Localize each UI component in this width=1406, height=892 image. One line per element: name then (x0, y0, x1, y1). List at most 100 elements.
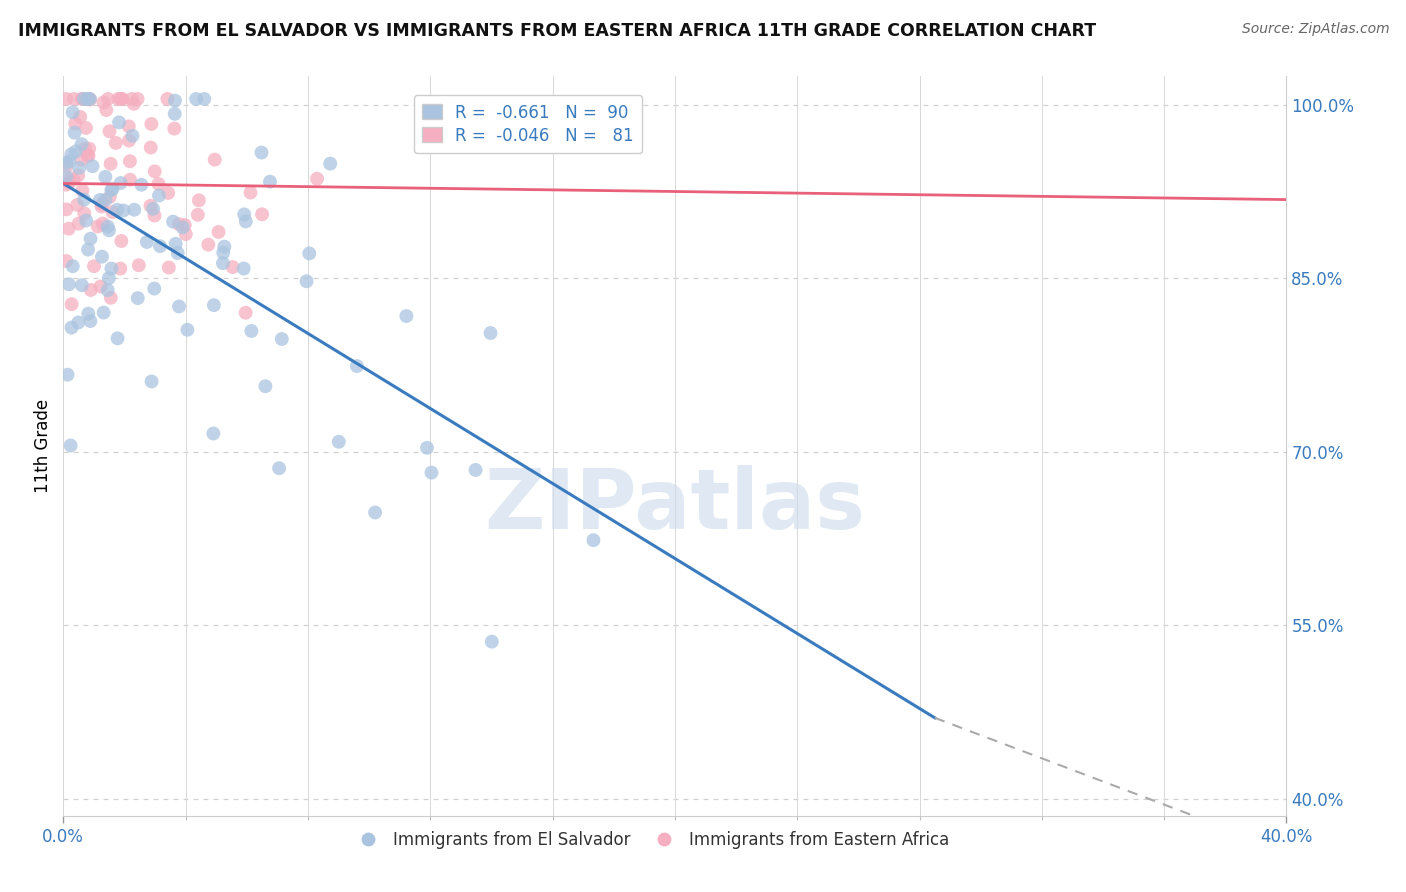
Point (101, 182, 124, 196)
Point (128, 258, 150, 272)
Point (73, 142, 96, 156)
Point (202, 426, 225, 441)
Point (193, 92, 215, 106)
Point (464, 463, 486, 477)
Point (93, 95, 115, 110)
Point (270, 332, 292, 346)
Point (235, 214, 257, 228)
Point (212, 256, 235, 270)
Point (121, 128, 143, 143)
Point (73, 193, 96, 207)
Point (197, 237, 219, 252)
Point (162, 214, 184, 228)
Point (141, 117, 163, 131)
Point (214, 239, 236, 253)
Point (75, 213, 97, 227)
Point (143, 209, 166, 223)
Point (165, 236, 187, 251)
Point (212, 245, 235, 260)
Point (176, 323, 198, 337)
Point (62, 105, 84, 120)
Point (582, 533, 605, 548)
Point (77, 92, 100, 106)
Point (91, 250, 114, 264)
Point (157, 186, 180, 200)
Point (58, 277, 80, 292)
Point (58, 154, 80, 169)
Point (204, 153, 226, 167)
Point (156, 92, 179, 106)
Point (167, 300, 190, 314)
Point (143, 164, 166, 178)
Point (55, 202, 77, 217)
Point (63, 126, 86, 140)
Point (98, 124, 121, 138)
Point (121, 92, 143, 106)
Point (100, 291, 122, 305)
Point (131, 178, 153, 192)
Point (60, 147, 83, 161)
Point (163, 121, 186, 136)
Point (110, 176, 132, 190)
Point (69, 110, 91, 124)
Point (110, 234, 132, 248)
Point (481, 634, 503, 648)
Point (55, 169, 77, 184)
Point (70, 92, 93, 106)
Point (73, 206, 96, 220)
Point (207, 225, 229, 239)
Point (122, 96, 145, 111)
Point (346, 359, 368, 373)
Point (87, 219, 110, 234)
Point (307, 171, 329, 186)
Point (79, 314, 101, 328)
Point (77, 307, 100, 321)
Point (101, 205, 124, 219)
Point (221, 260, 243, 274)
Point (58, 176, 80, 190)
Point (97, 219, 120, 234)
Point (80, 283, 103, 297)
Point (107, 331, 129, 345)
Point (55, 156, 77, 170)
Point (93, 305, 115, 319)
Point (97, 271, 120, 285)
Point (163, 107, 186, 121)
Point (202, 298, 225, 312)
Point (67, 316, 90, 330)
Point (110, 261, 132, 276)
Point (259, 175, 281, 189)
Point (420, 466, 443, 480)
Point (67, 217, 90, 231)
Point (94, 169, 117, 184)
Point (98, 190, 121, 204)
Point (143, 281, 166, 295)
Point (82, 159, 104, 173)
Point (55, 254, 77, 268)
Point (79, 232, 101, 246)
Point (166, 246, 188, 260)
Point (416, 441, 439, 455)
Point (395, 309, 418, 323)
Point (79, 92, 101, 106)
Point (100, 157, 122, 171)
Point (118, 134, 141, 148)
Point (73, 92, 96, 106)
Point (77, 148, 100, 162)
Point (127, 92, 149, 106)
Point (118, 154, 141, 169)
Point (70, 153, 93, 167)
Point (108, 115, 131, 129)
Point (97, 223, 120, 237)
Point (100, 261, 122, 276)
Point (157, 260, 180, 275)
Point (89, 193, 111, 207)
Point (122, 202, 145, 217)
Point (118, 173, 141, 187)
Point (79, 93, 101, 107)
Text: ZIPatlas: ZIPatlas (485, 465, 865, 546)
Point (58, 221, 80, 235)
Point (62, 259, 84, 273)
Text: IMMIGRANTS FROM EL SALVADOR VS IMMIGRANTS FROM EASTERN AFRICA 11TH GRADE CORRELA: IMMIGRANTS FROM EL SALVADOR VS IMMIGRANT… (18, 22, 1097, 40)
Point (100, 183, 122, 197)
